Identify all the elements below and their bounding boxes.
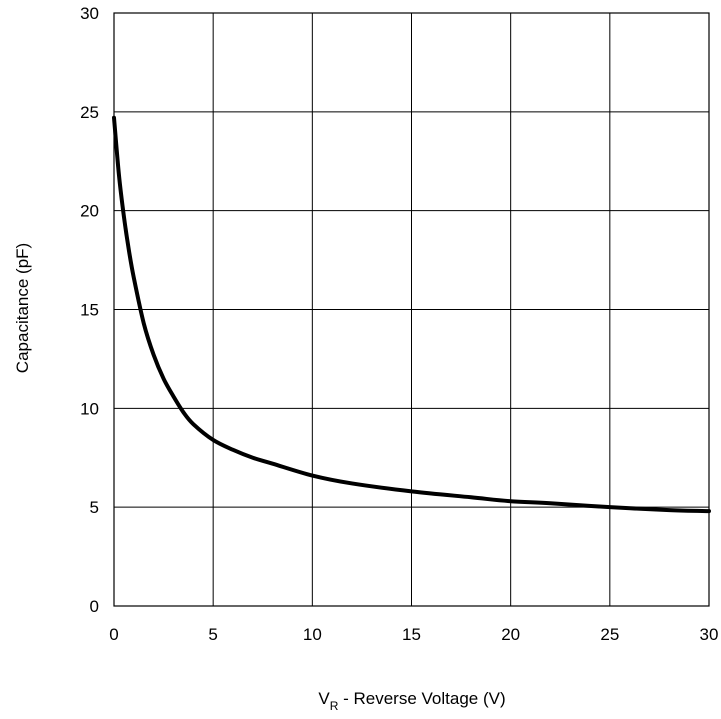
- capacitance-curve: [112, 115, 711, 514]
- y-tick-label: 20: [80, 202, 99, 221]
- x-tick-label: 25: [600, 625, 619, 644]
- y-tick-label: 30: [80, 4, 99, 23]
- plot-border: [113, 12, 710, 607]
- y-axis-label: Capacitance (pF): [13, 243, 32, 373]
- y-tick-label: 15: [80, 301, 99, 320]
- x-tick-label: 15: [402, 625, 421, 644]
- x-tick-label: 10: [303, 625, 322, 644]
- y-tick-label: 5: [90, 498, 99, 517]
- x-tick-label: 30: [700, 625, 719, 644]
- plot-frame: [113, 12, 710, 607]
- y-tick-labels: 0 5 10 15 20 25 30: [80, 4, 99, 616]
- x-axis-label-subscript: R: [330, 699, 339, 713]
- y-tick-label: 0: [90, 597, 99, 616]
- x-axis-label: VR - Reverse Voltage (V): [318, 689, 505, 713]
- x-axis-label-rest: - Reverse Voltage (V): [338, 689, 505, 708]
- grid: [113, 12, 710, 607]
- y-tick-label: 10: [80, 399, 99, 418]
- x-tick-labels: 0 5 10 15 20 25 30: [109, 625, 718, 644]
- x-axis-label-main: V: [318, 689, 330, 708]
- y-tick-label: 25: [80, 103, 99, 122]
- x-tick-label: 0: [109, 625, 118, 644]
- x-tick-label: 5: [208, 625, 217, 644]
- x-tick-label: 20: [501, 625, 520, 644]
